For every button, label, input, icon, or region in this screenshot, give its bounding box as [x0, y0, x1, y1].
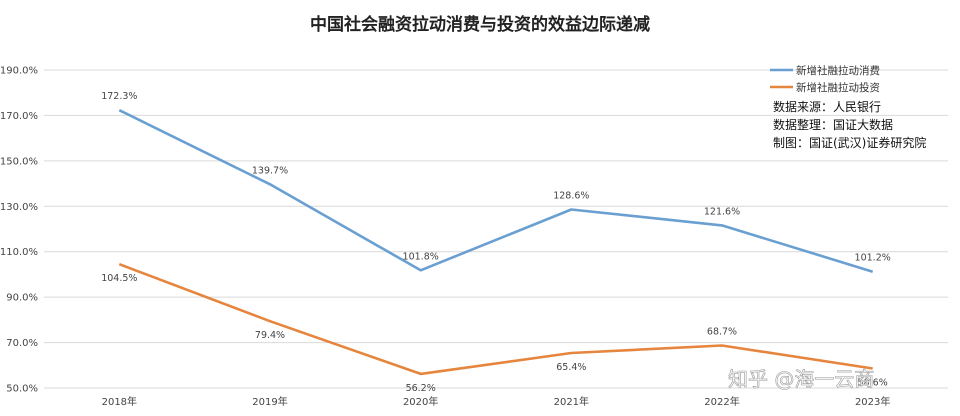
legend: 新增社融拉动消费 新增社融拉动投资 [770, 64, 880, 94]
x-tick-label: 2021年 [554, 395, 589, 408]
x-tick-label: 2020年 [403, 395, 438, 408]
data-label: 172.3% [101, 91, 137, 102]
data-label: 68.7% [707, 327, 737, 338]
data-label: 121.6% [704, 206, 740, 217]
legend-label-investment: 新增社融拉动投资 [796, 81, 880, 94]
y-tick-label: 50.0% [6, 384, 38, 395]
data-labels: 172.3% 139.7% 101.8% 128.6% 121.6% 101.2% 104.… [101, 91, 891, 394]
x-tick-label: 2018年 [102, 395, 137, 408]
data-label: 128.6% [553, 190, 589, 201]
chart-title: 中国社会融资拉动消费与投资的效益边际递减 [310, 14, 650, 35]
data-label: 56.2% [406, 383, 436, 394]
y-tick-label: 110.0% [0, 247, 38, 258]
x-tick-label: 2019年 [252, 395, 287, 408]
y-axis-ticks: 50.0% 70.0% 90.0% 110.0% 130.0% 150.0% 170.0% 1… [0, 66, 38, 395]
source-notes: 数据来源：人民银行 数据整理：国证大数据 制图：国证(武汉)证券研究院 [773, 99, 926, 150]
series-line-consumption [118, 109, 874, 273]
x-tick-label: 2022年 [704, 395, 739, 408]
y-tick-label: 130.0% [0, 202, 38, 213]
series-line-investment [118, 262, 873, 376]
data-label: 79.4% [255, 330, 285, 341]
note-compiled: 数据整理：国证大数据 [773, 117, 893, 132]
y-tick-label: 150.0% [0, 156, 38, 167]
legend-label-consumption: 新增社融拉动消费 [796, 64, 880, 77]
x-axis-ticks: 2018年 2019年 2020年 2021年 2022年 2023年 [102, 395, 891, 408]
note-chart-by: 制图：国证(武汉)证券研究院 [773, 135, 926, 150]
series-lines [118, 109, 874, 376]
x-tick-label: 2023年 [855, 395, 890, 408]
data-label: 101.8% [403, 251, 439, 262]
y-tick-label: 90.0% [6, 293, 38, 304]
grid-lines [44, 69, 948, 389]
note-source: 数据来源：人民银行 [773, 99, 881, 114]
data-label: 104.5% [101, 273, 137, 284]
y-tick-label: 170.0% [0, 111, 38, 122]
watermark: 知乎 @海一云商 [728, 367, 874, 391]
data-label: 58.6% [858, 377, 888, 388]
y-tick-label: 190.0% [0, 66, 38, 77]
data-label: 101.2% [855, 253, 891, 264]
data-label: 65.4% [556, 362, 586, 373]
data-label: 139.7% [252, 165, 288, 176]
y-tick-label: 70.0% [6, 338, 38, 349]
